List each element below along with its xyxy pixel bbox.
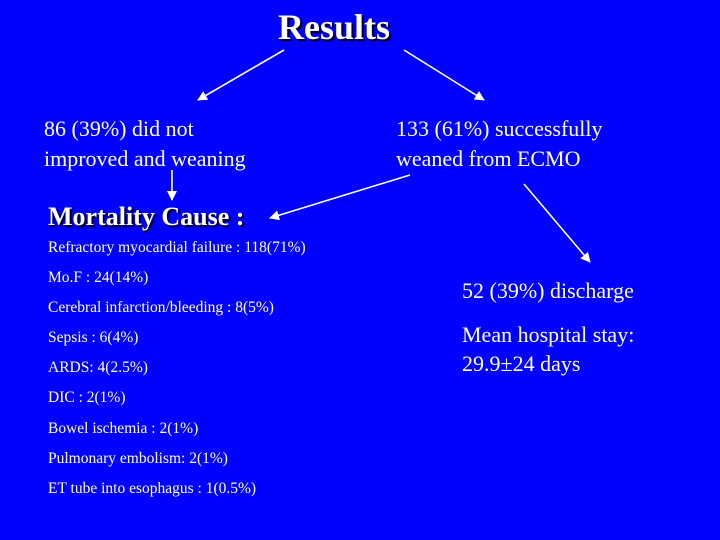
cause-item: Mo.F : 24(14%) (48, 269, 149, 287)
cause-item: ARDS: 4(2.5%) (48, 359, 148, 377)
not-weaned-line-1: 86 (39%) did not (44, 116, 194, 141)
cause-item: Cerebral infarction/bleeding : 8(5%) (48, 299, 274, 317)
mortality-cause-list: Refractory myocardial failure : 118(71%)… (48, 238, 306, 509)
arrow-weaned-to-mortality (269, 174, 411, 221)
arrow-results-to-not-weaned (197, 49, 285, 101)
mortality-cause-heading: Mortality Cause : (48, 202, 245, 231)
cause-item: Bowel ischemia : 2(1%) (48, 419, 199, 437)
weaned-line-1: 133 (61%) successfully (396, 116, 603, 141)
hospital-stay-box: Mean hospital stay: 29.9±24 days (462, 320, 634, 378)
arrow-results-to-weaned (403, 49, 485, 101)
discharge-text: 52 (39%) discharge (462, 278, 634, 303)
weaned-box: 133 (61%) successfully weaned from ECMO (396, 114, 603, 174)
cause-item: ET tube into esophagus : 1(0.5%) (48, 479, 257, 497)
hospital-stay-line-2: 29.9±24 days (462, 351, 581, 376)
cause-item: Refractory myocardial failure : 118(71%) (48, 239, 306, 256)
cause-item: Pulmonary embolism: 2(1%) (48, 449, 228, 467)
not-weaned-box: 86 (39%) did not improved and weaning (44, 114, 246, 174)
hospital-stay-line-1: Mean hospital stay: (462, 322, 635, 347)
cause-item: Sepsis : 6(4%) (48, 329, 139, 347)
cause-item: DIC : 2(1%) (48, 389, 126, 407)
arrow-weaned-to-discharge (523, 183, 591, 263)
not-weaned-line-2: improved and weaning (44, 146, 246, 171)
weaned-line-2: weaned from ECMO (396, 146, 581, 171)
slide-title: Results (278, 7, 391, 47)
